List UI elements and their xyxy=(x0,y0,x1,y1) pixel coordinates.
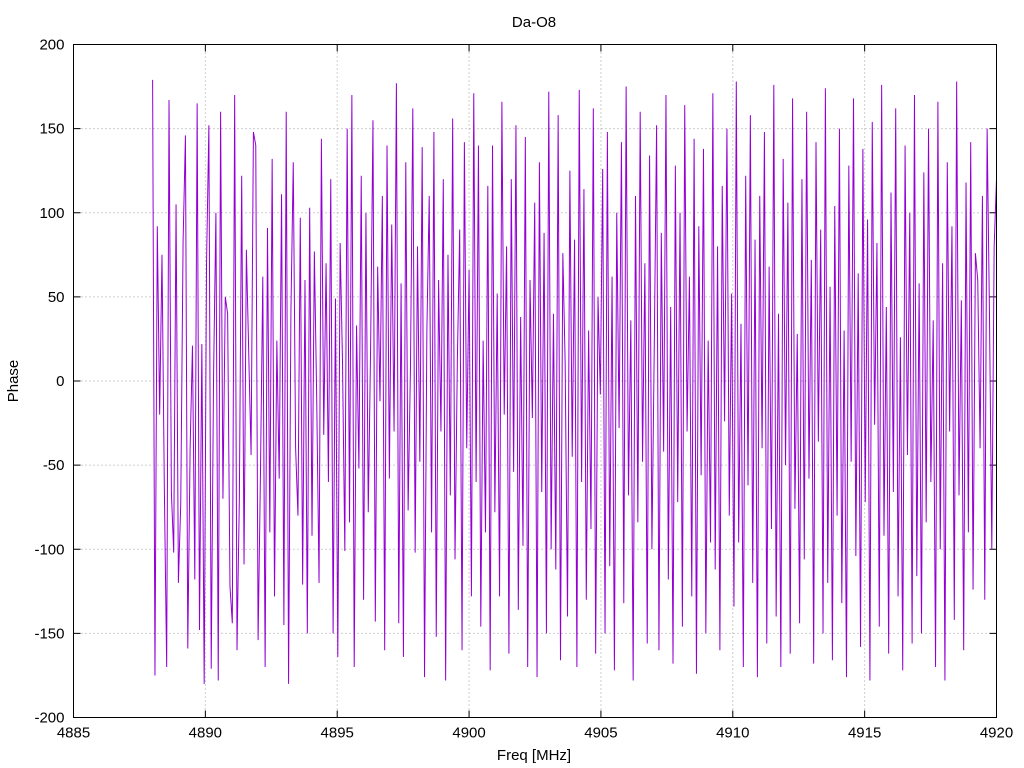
x-axis-ticks: 4885 4890 4895 4900 4905 4910 4915 4920 xyxy=(57,44,1013,742)
y-tick-label: -150 xyxy=(34,625,64,642)
series-group xyxy=(152,79,997,684)
y-tick-label: 0 xyxy=(56,373,64,390)
x-axis-label: Freq [MHz] xyxy=(497,747,571,764)
y-axis-label: Phase xyxy=(5,360,22,403)
x-tick-label: 4890 xyxy=(189,725,222,742)
y-tick-label: 150 xyxy=(39,121,64,138)
y-tick-label: -50 xyxy=(43,457,65,474)
x-tick-label: 4920 xyxy=(980,725,1013,742)
y-tick-label: 100 xyxy=(39,205,64,222)
chart-title: Da-O8 xyxy=(512,14,556,31)
y-tick-label: 50 xyxy=(48,289,65,306)
x-tick-label: 4915 xyxy=(848,725,881,742)
x-tick-label: 4895 xyxy=(321,725,354,742)
y-tick-label: -100 xyxy=(34,541,64,558)
y-tick-label: -200 xyxy=(34,710,64,727)
y-tick-label: 200 xyxy=(39,37,64,54)
phase-series-line xyxy=(152,79,997,684)
x-tick-label: 4900 xyxy=(452,725,485,742)
plot-frame xyxy=(73,44,997,718)
x-tick-label: 4885 xyxy=(57,725,90,742)
x-tick-label: 4905 xyxy=(584,725,617,742)
x-tick-label: 4910 xyxy=(716,725,749,742)
y-axis-ticks: 200 150 100 50 0 -50 -100 -150 -200 xyxy=(34,37,997,727)
